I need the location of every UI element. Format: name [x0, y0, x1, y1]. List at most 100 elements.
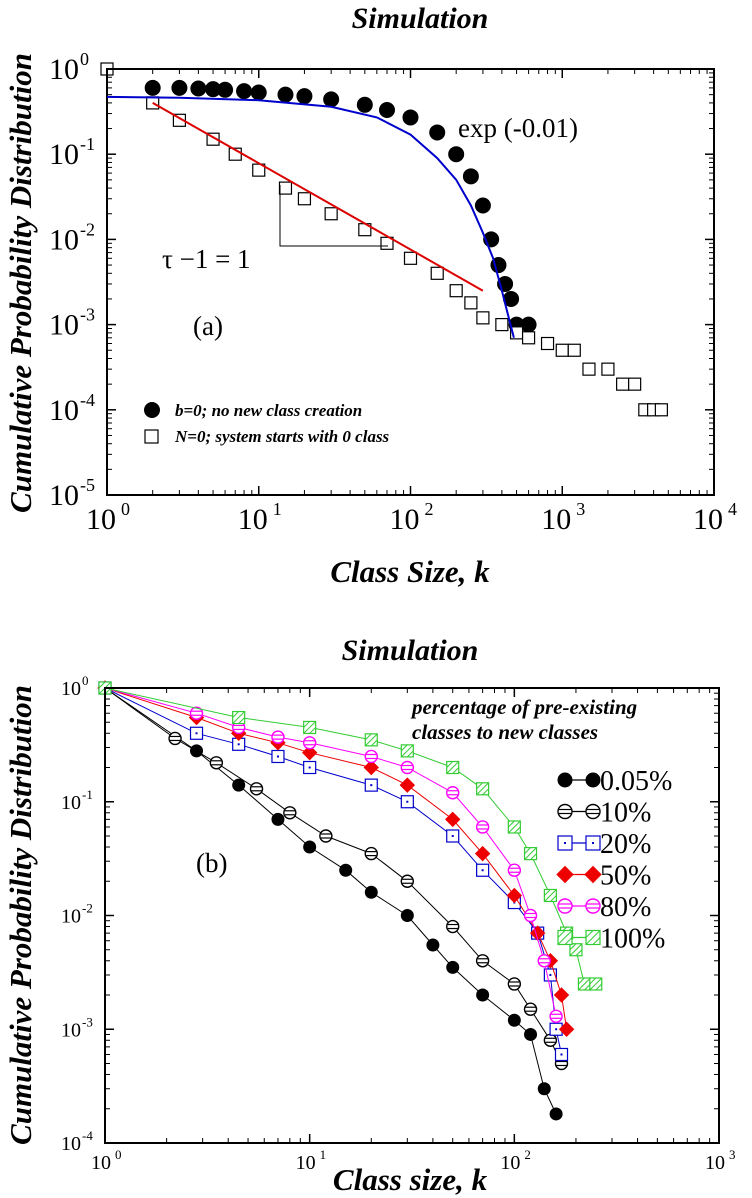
- y-tick-label: 10: [49, 138, 79, 171]
- x-tick-exponent: 1: [273, 499, 282, 519]
- data-point: [558, 1021, 575, 1037]
- y-tick-exponent: 0: [80, 49, 89, 69]
- panel-b-plot-frame: [104, 687, 720, 1144]
- legend-marker: [557, 929, 573, 946]
- data-point: [303, 760, 317, 775]
- data-point: [364, 749, 378, 764]
- data-point: [628, 377, 642, 391]
- data-point: [521, 331, 536, 345]
- y-tick-label: 10: [49, 53, 79, 86]
- y-tick-label: 10: [61, 792, 81, 814]
- data-point: [537, 954, 551, 968]
- data-point: [271, 749, 285, 764]
- data-point: [189, 726, 204, 740]
- data-point: [168, 731, 182, 746]
- x-tick-exponent: 0: [115, 1147, 122, 1162]
- data-point: [523, 1002, 538, 1016]
- data-point: [495, 318, 509, 332]
- data-point: [589, 977, 603, 991]
- y-tick-label: 10: [49, 223, 79, 256]
- data-point: [616, 377, 630, 391]
- data-point: [400, 874, 415, 888]
- fit-line-3: [152, 102, 484, 292]
- y-tick-label: 10: [49, 309, 79, 342]
- y-tick-exponent: -3: [80, 305, 95, 325]
- y-tick-exponent: -4: [80, 390, 95, 410]
- data-point: [537, 1082, 551, 1096]
- data-point: [232, 778, 246, 792]
- data-point: [271, 812, 285, 826]
- data-point: [429, 124, 446, 141]
- legend-marker-filled-circle: [144, 402, 160, 418]
- data-point: [297, 192, 312, 206]
- data-point: [507, 977, 522, 991]
- y-tick-exponent: -4: [82, 1128, 93, 1143]
- data-point: [319, 829, 333, 843]
- legend-label: 80%: [600, 892, 651, 923]
- data-point: [506, 887, 523, 904]
- data-point: [582, 362, 596, 376]
- x-tick-label: 10: [296, 1152, 316, 1174]
- legend-label-n0: N=0; system starts with 0 class: [174, 427, 390, 446]
- data-point: [402, 109, 419, 126]
- data-point: [378, 102, 395, 119]
- data-point: [364, 778, 378, 792]
- legend-title-line1: percentage of pre-existing: [410, 695, 637, 719]
- data-point: [303, 720, 317, 735]
- data-point: [249, 782, 264, 796]
- panel-b-label: (b): [196, 848, 227, 878]
- legend-label: 50%: [600, 861, 651, 892]
- data-point: [277, 86, 294, 103]
- x-tick-exponent: 1: [320, 1147, 327, 1162]
- data-point: [540, 336, 555, 351]
- data-point: [446, 960, 460, 974]
- legend-marker: [585, 929, 601, 946]
- legend-marker: [585, 772, 601, 788]
- y-tick-exponent: -1: [80, 134, 95, 154]
- data-point: [507, 863, 522, 877]
- y-tick-exponent: 0: [82, 673, 89, 688]
- panel-a-label: (a): [193, 311, 223, 341]
- data-point: [302, 736, 317, 750]
- panel-a-slope-annotation: τ −1 = 1: [162, 244, 251, 274]
- data-point: [190, 80, 207, 97]
- panel-a-fit-lines: [106, 95, 515, 339]
- data-point: [283, 806, 297, 820]
- data-point: [278, 181, 293, 195]
- data-point: [523, 847, 538, 861]
- data-point: [555, 343, 569, 357]
- data-point: [430, 266, 444, 280]
- legend-marker: [557, 772, 573, 788]
- panel-a-x-axis-label: Class Size, k: [330, 554, 490, 589]
- data-point: [356, 96, 373, 113]
- legend-marker: [556, 865, 574, 884]
- data-point: [549, 1107, 563, 1121]
- data-point: [323, 91, 340, 108]
- data-point: [476, 782, 490, 796]
- slope-triangle: [279, 185, 388, 247]
- legend-marker: [557, 803, 573, 820]
- y-tick-label: 10: [61, 906, 81, 928]
- y-tick-exponent: -3: [82, 1014, 93, 1029]
- panel-b-y-axis-label: Cumulative Probability Distribution: [3, 685, 38, 1145]
- data-point: [569, 943, 583, 957]
- x-tick-label: 10: [238, 503, 268, 536]
- panel-a-exp-annotation: exp (-0.01): [458, 113, 578, 143]
- data-point: [171, 79, 188, 96]
- data-point: [577, 977, 592, 991]
- data-point: [144, 79, 161, 96]
- data-point: [271, 730, 285, 744]
- panel-b: Simulation 10 0 10 1 10 2 10 3 10 010 -110 -210 -31…: [3, 634, 736, 1197]
- data-point: [476, 863, 490, 877]
- panel-a-title: Simulation: [352, 2, 489, 35]
- panel-a-x-ticks: 10 0 10 1 10 2 10 3 10 4: [86, 69, 737, 536]
- data-point: [400, 760, 415, 775]
- panel-a-plot-frame: [106, 68, 715, 496]
- data-point: [520, 316, 537, 333]
- data-point: [339, 863, 353, 877]
- legend-label: 0.05%: [600, 766, 672, 797]
- data-point: [476, 988, 490, 1002]
- y-tick-exponent: -5: [80, 475, 95, 495]
